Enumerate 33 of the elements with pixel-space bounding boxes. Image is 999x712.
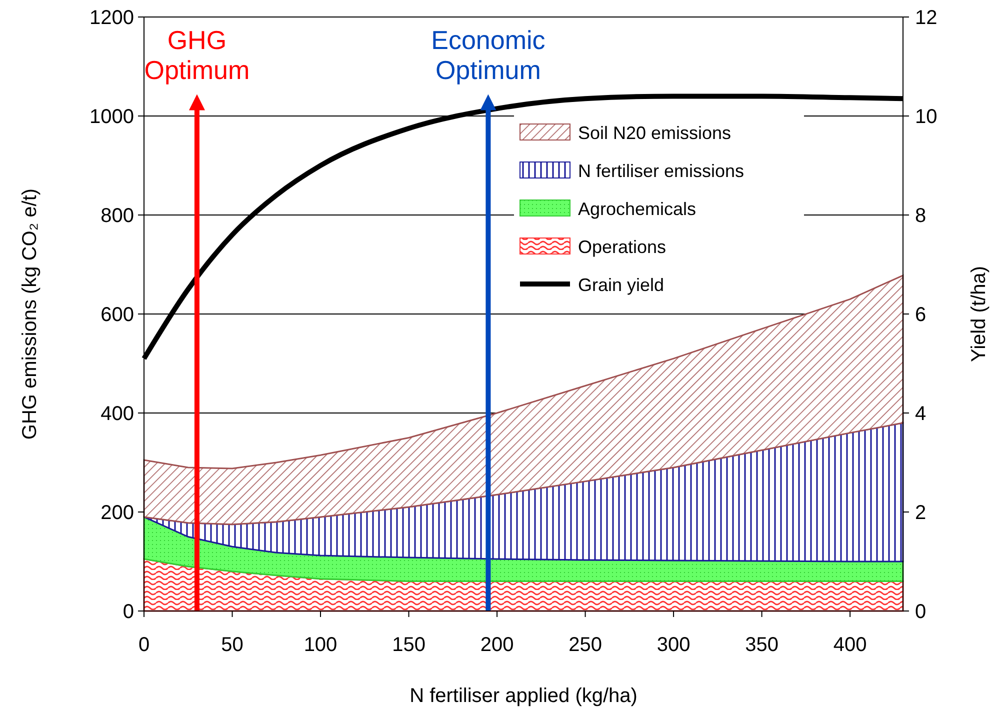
legend-label: Soil N20 emissions — [578, 123, 732, 143]
y2-tick-label: 12 — [915, 7, 938, 29]
y-tick-label: 0 — [122, 601, 134, 623]
x-tick-label: 100 — [304, 634, 338, 656]
y-axis-title: GHG emissions (kg CO₂ e/t) — [19, 188, 41, 440]
x-tick-label: 50 — [221, 634, 244, 656]
y2-tick-label: 0 — [915, 601, 926, 623]
x-tick-label: 300 — [656, 634, 690, 656]
x-tick-label: 350 — [745, 634, 778, 656]
y2-axis-title: Yield (t/ha) — [968, 266, 990, 362]
x-axis-title: N fertiliser applied (kg/ha) — [410, 685, 638, 707]
y2-tick-label: 8 — [915, 205, 926, 227]
y2-tick-label: 10 — [915, 106, 938, 128]
y-tick-label: 600 — [100, 304, 134, 326]
ref-line-label: GHG Optimum — [144, 25, 250, 85]
legend-label: N fertiliser emissions — [578, 161, 744, 181]
x-tick-label: 200 — [480, 634, 514, 656]
x-tick-label: 150 — [392, 634, 426, 656]
y-tick-label: 1000 — [90, 106, 134, 128]
legend-label: Operations — [578, 237, 666, 257]
x-tick-label: 250 — [568, 634, 602, 656]
y2-tick-label: 4 — [915, 403, 926, 425]
y-tick-label: 800 — [100, 205, 134, 227]
y-tick-label: 400 — [100, 403, 134, 425]
legend-label: Agrochemicals — [578, 199, 696, 219]
ref-line-label: Economic Optimum — [431, 25, 546, 85]
y-tick-label: 200 — [100, 502, 134, 524]
y2-tick-label: 2 — [915, 502, 926, 524]
legend-label: Grain yield — [578, 275, 664, 295]
x-tick-label: 400 — [833, 634, 867, 656]
x-tick-label: 0 — [138, 634, 150, 656]
y-tick-label: 1200 — [90, 7, 134, 29]
y2-tick-label: 6 — [915, 304, 926, 326]
